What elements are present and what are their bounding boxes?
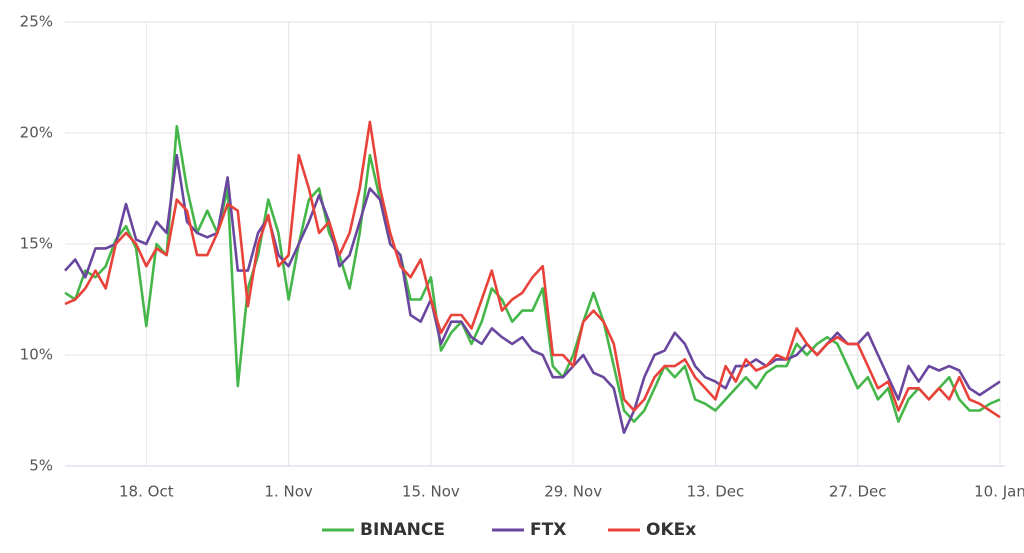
y-tick-label: 10% <box>20 346 53 364</box>
x-tick-label: 13. Dec <box>687 483 745 501</box>
legend-label: BINANCE <box>360 520 445 540</box>
x-tick-label: 18. Oct <box>119 483 174 501</box>
y-tick-label: 20% <box>20 124 53 142</box>
y-tick-label: 15% <box>20 235 53 253</box>
series-line <box>64 153 1001 434</box>
x-tick-label: 10. Jan <box>974 483 1024 501</box>
legend-label: OKEx <box>646 520 696 540</box>
legend-item: OKEx <box>608 520 696 540</box>
legend-label: FTX <box>530 520 566 540</box>
y-tick-label: 25% <box>20 13 53 31</box>
legend-item: FTX <box>492 520 566 540</box>
x-tick-label: 27. Dec <box>829 483 887 501</box>
x-tick-label: 15. Nov <box>402 483 460 501</box>
x-tick-label: 29. Nov <box>544 483 602 501</box>
y-tick-label: 5% <box>29 457 53 475</box>
series-line <box>64 120 1001 419</box>
legend-item: BINANCE <box>322 520 445 540</box>
series-line <box>64 125 1001 423</box>
x-tick-label: 1. Nov <box>264 483 312 501</box>
